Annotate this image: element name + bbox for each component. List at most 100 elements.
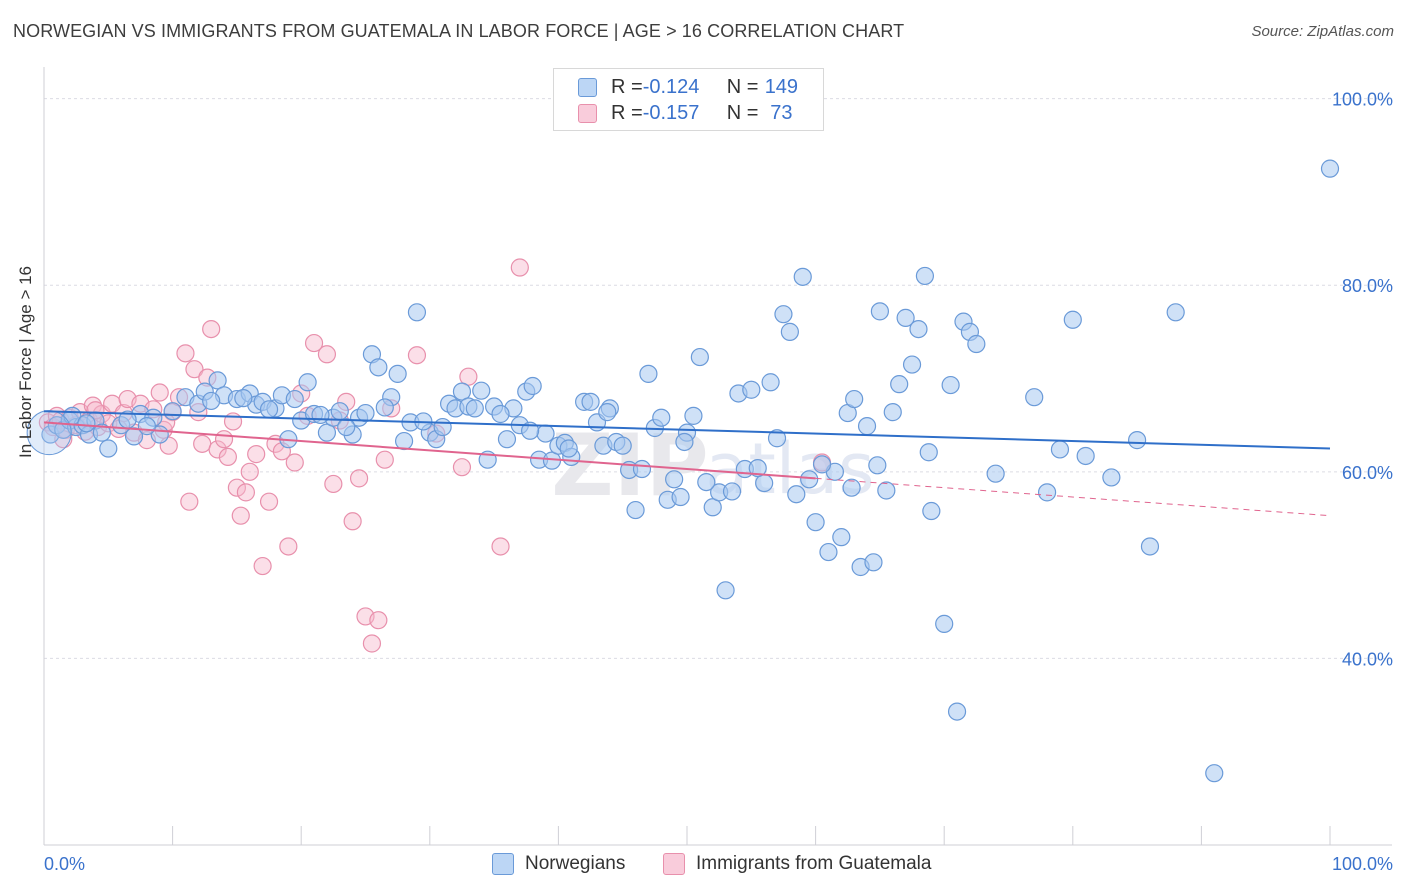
guatemala-point [202,319,221,339]
norwegian-point [877,481,896,500]
legend-row-norwegians: R = -0.124 N = 149 [578,74,798,100]
norwegian-point [1102,468,1121,487]
norwegian-point [935,614,954,633]
guatemala-point [218,447,237,467]
correlation-legend: R = -0.124 N = 149 R = -0.157 N = 73 [553,68,824,131]
series-legend: Norwegians Immigrants from Guatemala [0,851,1406,879]
source-label: Source: ZipAtlas.com [1251,23,1394,40]
guatemala-point [452,458,472,477]
norwegian-point [868,456,887,475]
norwegian-point [761,373,780,392]
norwegian-point [472,381,491,400]
norwegian-point [883,403,902,422]
norwegian-point [909,319,928,339]
norwegian-point [902,355,922,374]
norwegian-point [259,400,279,419]
legend-row-guatemala: R = -0.157 N = 73 [578,100,793,126]
guatemala-point [247,445,266,464]
norwegian-trend-line [43,410,1331,450]
guatemala-point [510,258,529,277]
norwegian-point [915,266,935,286]
guatemala-point [407,346,427,365]
guatemala-point [279,537,298,556]
norwegian-point [1205,764,1224,783]
norwegian-point [1025,388,1044,407]
norwegian-point [1050,440,1070,459]
guatemala-point [362,634,382,653]
legend-r-value: -0.157 [642,101,700,124]
norwegian-point [626,500,645,520]
norwegian-point [491,404,510,424]
guatemala-point [304,333,324,353]
norwegian-point [521,421,540,440]
norwegian-point [722,482,742,501]
norwegian-point [652,408,671,427]
x-tick-label: 100.0% [1332,854,1393,874]
norwegian-point [922,501,941,521]
norwegian-point [356,403,375,423]
guatemala-point [208,440,227,459]
norwegian-point [812,455,832,474]
guatemala-point [236,483,256,502]
norwegian-point [137,417,156,436]
norwegian-point [1320,159,1340,178]
norwegian-point [311,405,330,425]
norwegian-point [819,542,838,562]
gridlines [44,98,1392,659]
norwegian-point [433,417,452,437]
norwegian-point [581,392,600,411]
norwegian-point [394,431,414,451]
norwegian-point [665,470,684,489]
norwegian-point [99,439,118,458]
norwegian-point [986,464,1005,483]
norwegian-point [767,429,787,448]
legend-r-value: -0.124 [642,75,700,98]
norwegian-point [806,513,825,532]
legend-swatch-guatemala [578,103,597,123]
norwegian-point [163,402,182,421]
legend-r-label: R = [611,101,643,124]
series-legend-guatemala: Immigrants from Guatemala [663,853,931,875]
norwegian-point [298,373,317,392]
guatemala-point [349,469,369,488]
chart-title: NORWEGIAN VS IMMIGRANTS FROM GUATEMALA I… [13,21,905,41]
norwegian-point [559,439,578,458]
norwegian-point [941,375,960,395]
guatemala-point [343,512,362,531]
series-legend-norwegians: Norwegians [492,853,625,875]
norwegian-point [1076,446,1095,466]
norwegian-point [697,472,716,492]
legend-swatch-norwegians [578,77,597,97]
norwegian-point [845,389,864,409]
legend-n-label: N = [726,75,759,98]
x-tick-label: 0.0% [44,854,85,874]
norwegian-point [613,436,632,455]
guatemala-point [227,478,246,497]
norwegian-point [793,267,812,286]
norwegian-points [26,159,1340,783]
guatemala-point [214,430,234,449]
norwegian-point [787,485,806,504]
legend-n-value: 73 [764,101,793,124]
norwegian-point [1063,310,1082,329]
y-tick-label: 40.0% [1342,649,1393,669]
norwegian-point [870,302,890,321]
norwegian-point [497,430,517,449]
guatemala-point [240,462,259,481]
norwegian-point [671,487,690,507]
guatemala-trend-line [43,421,816,480]
norwegian-point [285,389,304,409]
norwegian-point [1166,303,1185,322]
norwegian-point [919,443,938,462]
norwegian-point [690,347,709,367]
guatemala-point [491,537,510,556]
norwegian-point [92,423,111,442]
norwegian-point [842,478,861,497]
guatemala-point [185,360,204,379]
legend-n-value: 149 [764,75,799,98]
norwegian-point [1140,537,1160,556]
guatemala-point [317,345,337,364]
norwegian-point [1037,483,1057,502]
norwegian-point [780,322,799,341]
